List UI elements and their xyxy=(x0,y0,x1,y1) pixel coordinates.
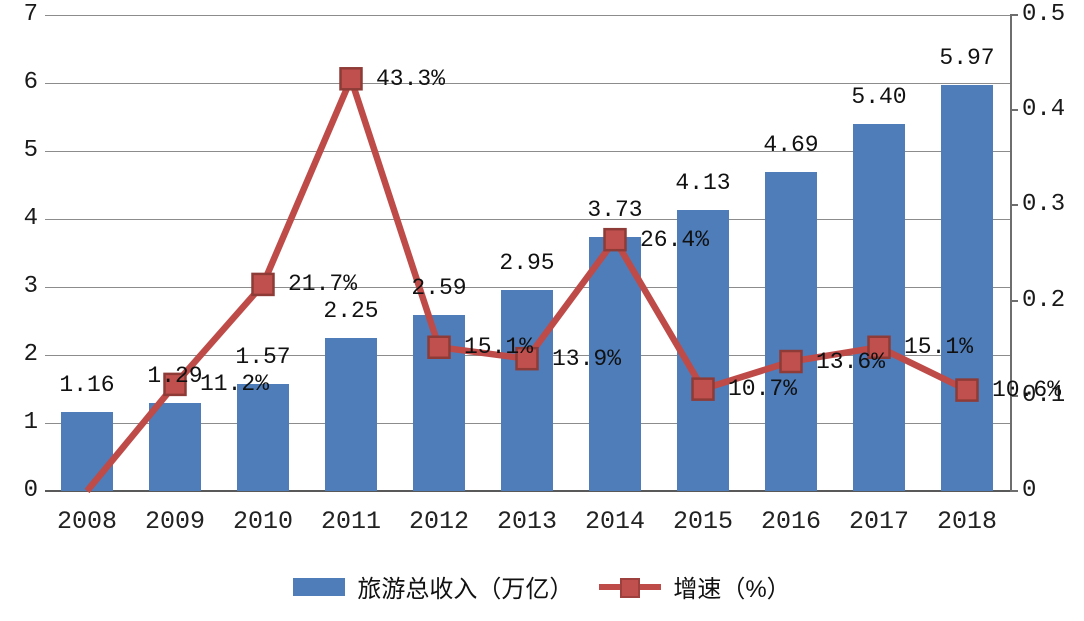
x-axis-year-label: 2012 xyxy=(408,507,470,536)
left-axis-tick-label: 1 xyxy=(23,409,38,436)
bar-value-label: 4.69 xyxy=(763,132,819,159)
growth-value-label: 10.7% xyxy=(728,376,798,403)
left-axis-tick-label: 4 xyxy=(23,205,38,232)
growth-line xyxy=(84,69,969,494)
growth-line-marker xyxy=(515,346,539,371)
x-axis-year-label: 2009 xyxy=(144,507,206,536)
growth-value-label: 21.7% xyxy=(288,271,358,298)
left-axis-tick-label: 7 xyxy=(23,1,38,28)
right-axis-tick xyxy=(1010,299,1018,302)
growth-value-label: 11.2% xyxy=(200,371,270,398)
revenue-bar xyxy=(237,384,289,491)
right-axis-tick xyxy=(1010,490,1018,492)
bar-value-label: 3.73 xyxy=(587,197,643,224)
growth-line-marker xyxy=(163,372,187,397)
right-axis-tick-label: 0.4 xyxy=(1022,96,1066,124)
growth-value-label: 43.3% xyxy=(376,65,446,92)
right-axis-tick xyxy=(1010,394,1018,397)
right-axis-tick xyxy=(1010,204,1018,207)
growth-line-marker xyxy=(955,378,979,402)
growth-line-marker xyxy=(603,227,627,252)
growth-value-label: 26.4% xyxy=(640,226,710,253)
bar-value-label: 1.29 xyxy=(147,363,203,390)
right-axis-tick xyxy=(1010,14,1018,16)
growth-line-marker xyxy=(339,67,363,91)
gridline xyxy=(45,14,1010,16)
gridline xyxy=(45,150,1010,152)
revenue-bar xyxy=(501,290,553,491)
bar-value-label: 1.57 xyxy=(235,344,291,371)
gridline xyxy=(45,82,1010,84)
bar-value-label: 5.97 xyxy=(939,45,995,72)
revenue-bar xyxy=(941,85,993,491)
growth-line-marker xyxy=(867,335,891,359)
right-axis-tick-label: 0.2 xyxy=(1022,286,1066,314)
right-axis-tick-label: 0.1 xyxy=(1022,381,1066,409)
bar-value-label: 2.59 xyxy=(411,274,467,301)
growth-line-marker xyxy=(427,335,451,359)
growth-line-marker xyxy=(251,272,275,297)
line-swatch-marker xyxy=(620,577,641,598)
x-axis-year-label: 2018 xyxy=(936,507,998,536)
left-axis-tick-label: 2 xyxy=(23,341,38,368)
growth-line-marker xyxy=(691,377,715,401)
left-axis-tick-label: 6 xyxy=(23,69,38,96)
growth-value-label: 15.1% xyxy=(904,334,974,361)
revenue-bar xyxy=(853,123,905,491)
bar-value-label: 1.16 xyxy=(59,372,115,399)
legend-label: 增速（%） xyxy=(673,576,791,603)
legend: 旅游总收入（万亿） 增速（%） xyxy=(0,569,1084,604)
bar-value-label: 2.25 xyxy=(323,298,379,324)
gridline xyxy=(45,286,1010,288)
right-axis-tick-label: 0.5 xyxy=(1022,1,1066,28)
revenue-bar xyxy=(589,237,641,491)
x-axis-year-label: 2014 xyxy=(584,507,646,536)
x-axis-year-label: 2016 xyxy=(760,507,822,536)
bar-value-label: 2.95 xyxy=(499,250,555,277)
left-axis-tick-label: 3 xyxy=(23,273,38,300)
growth-value-label: 15.1% xyxy=(464,334,534,361)
x-axis-year-label: 2013 xyxy=(496,507,558,536)
x-axis-year-label: 2008 xyxy=(56,507,118,536)
x-axis-year-label: 2010 xyxy=(232,507,294,536)
bar-value-label: 5.40 xyxy=(851,83,907,110)
growth-value-label: 13.9% xyxy=(552,345,622,372)
bar-value-label: 4.13 xyxy=(675,170,731,197)
growth-line-marker xyxy=(779,349,803,374)
right-axis-tick-label: 0.3 xyxy=(1022,191,1066,219)
growth-value-label: 13.6% xyxy=(816,348,886,375)
line-series-swatch xyxy=(599,577,662,598)
revenue-bar xyxy=(149,403,201,491)
revenue-bar xyxy=(325,338,377,491)
revenue-bar xyxy=(765,172,817,491)
gridline xyxy=(45,218,1010,220)
legend-label: 旅游总收入（万亿） xyxy=(357,576,574,603)
legend-item: 增速（%） xyxy=(599,569,791,604)
x-axis-line xyxy=(45,490,1010,492)
bar-series-swatch xyxy=(293,577,346,596)
right-axis-tick xyxy=(1010,109,1018,112)
left-axis-tick-label: 0 xyxy=(23,477,38,504)
left-axis-tick-label: 5 xyxy=(23,137,38,164)
revenue-bar xyxy=(61,412,113,491)
legend-item: 旅游总收入（万亿） xyxy=(293,569,573,604)
right-axis-tick-label: 0 xyxy=(1022,477,1037,504)
x-axis-year-label: 2017 xyxy=(848,507,910,536)
right-axis-line xyxy=(1010,15,1012,492)
revenue-bar xyxy=(677,210,729,491)
x-axis-year-label: 2015 xyxy=(672,507,734,536)
x-axis-year-label: 2011 xyxy=(320,507,382,536)
growth-value-label: 10.6% xyxy=(992,377,1062,404)
